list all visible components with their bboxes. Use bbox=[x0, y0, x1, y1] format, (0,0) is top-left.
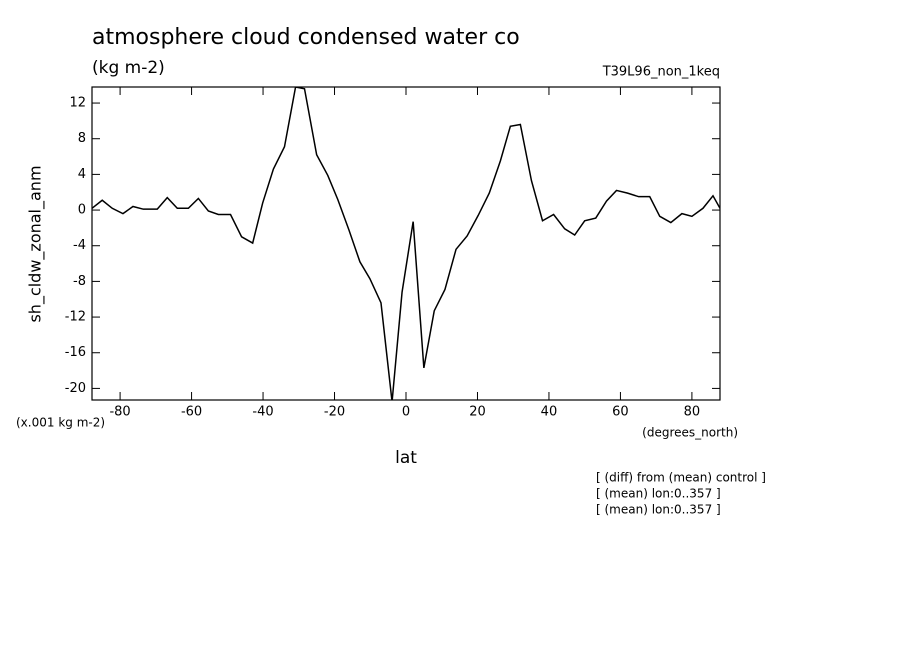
x-tick-label: 80 bbox=[684, 405, 701, 420]
y-tick-label: 4 bbox=[78, 167, 86, 182]
x-axis-label: lat bbox=[395, 448, 417, 468]
x-tick-label: -20 bbox=[324, 405, 345, 420]
x-tick-label: 20 bbox=[469, 405, 486, 420]
x-tick-label: -40 bbox=[252, 405, 273, 420]
annotation: [ (mean) lon:0..357 ] bbox=[596, 487, 721, 501]
x-tick-label: 0 bbox=[402, 405, 410, 420]
y-tick-label: 0 bbox=[78, 203, 86, 218]
y-units: (x.001 kg m-2) bbox=[16, 416, 105, 430]
run-label: T39L96_non_1keq bbox=[602, 65, 720, 80]
x-tick-label: 60 bbox=[612, 405, 629, 420]
annotation: [ (diff) from (mean) control ] bbox=[596, 471, 766, 485]
data-line bbox=[92, 87, 720, 400]
x-tick-label: -80 bbox=[109, 405, 130, 420]
annotation: [ (mean) lon:0..357 ] bbox=[596, 503, 721, 517]
x-units: (degrees_north) bbox=[642, 426, 738, 440]
y-tick-label: -20 bbox=[65, 381, 86, 396]
plot-frame bbox=[91, 86, 721, 401]
x-tick-label: -60 bbox=[181, 405, 202, 420]
x-tick-label: 40 bbox=[541, 405, 558, 420]
y-tick-label: -12 bbox=[65, 310, 86, 325]
y-tick-label: 8 bbox=[78, 131, 86, 146]
y-axis-label: sh_cldw_zonal_anm bbox=[26, 165, 46, 322]
y-tick-label: -4 bbox=[73, 238, 86, 253]
y-tick-label: 12 bbox=[69, 96, 86, 111]
y-tick-label: -8 bbox=[73, 274, 86, 289]
chart-title: atmosphere cloud condensed water co bbox=[92, 25, 520, 50]
y-tick-label: -16 bbox=[65, 345, 86, 360]
chart-subtitle: (kg m-2) bbox=[92, 58, 165, 78]
